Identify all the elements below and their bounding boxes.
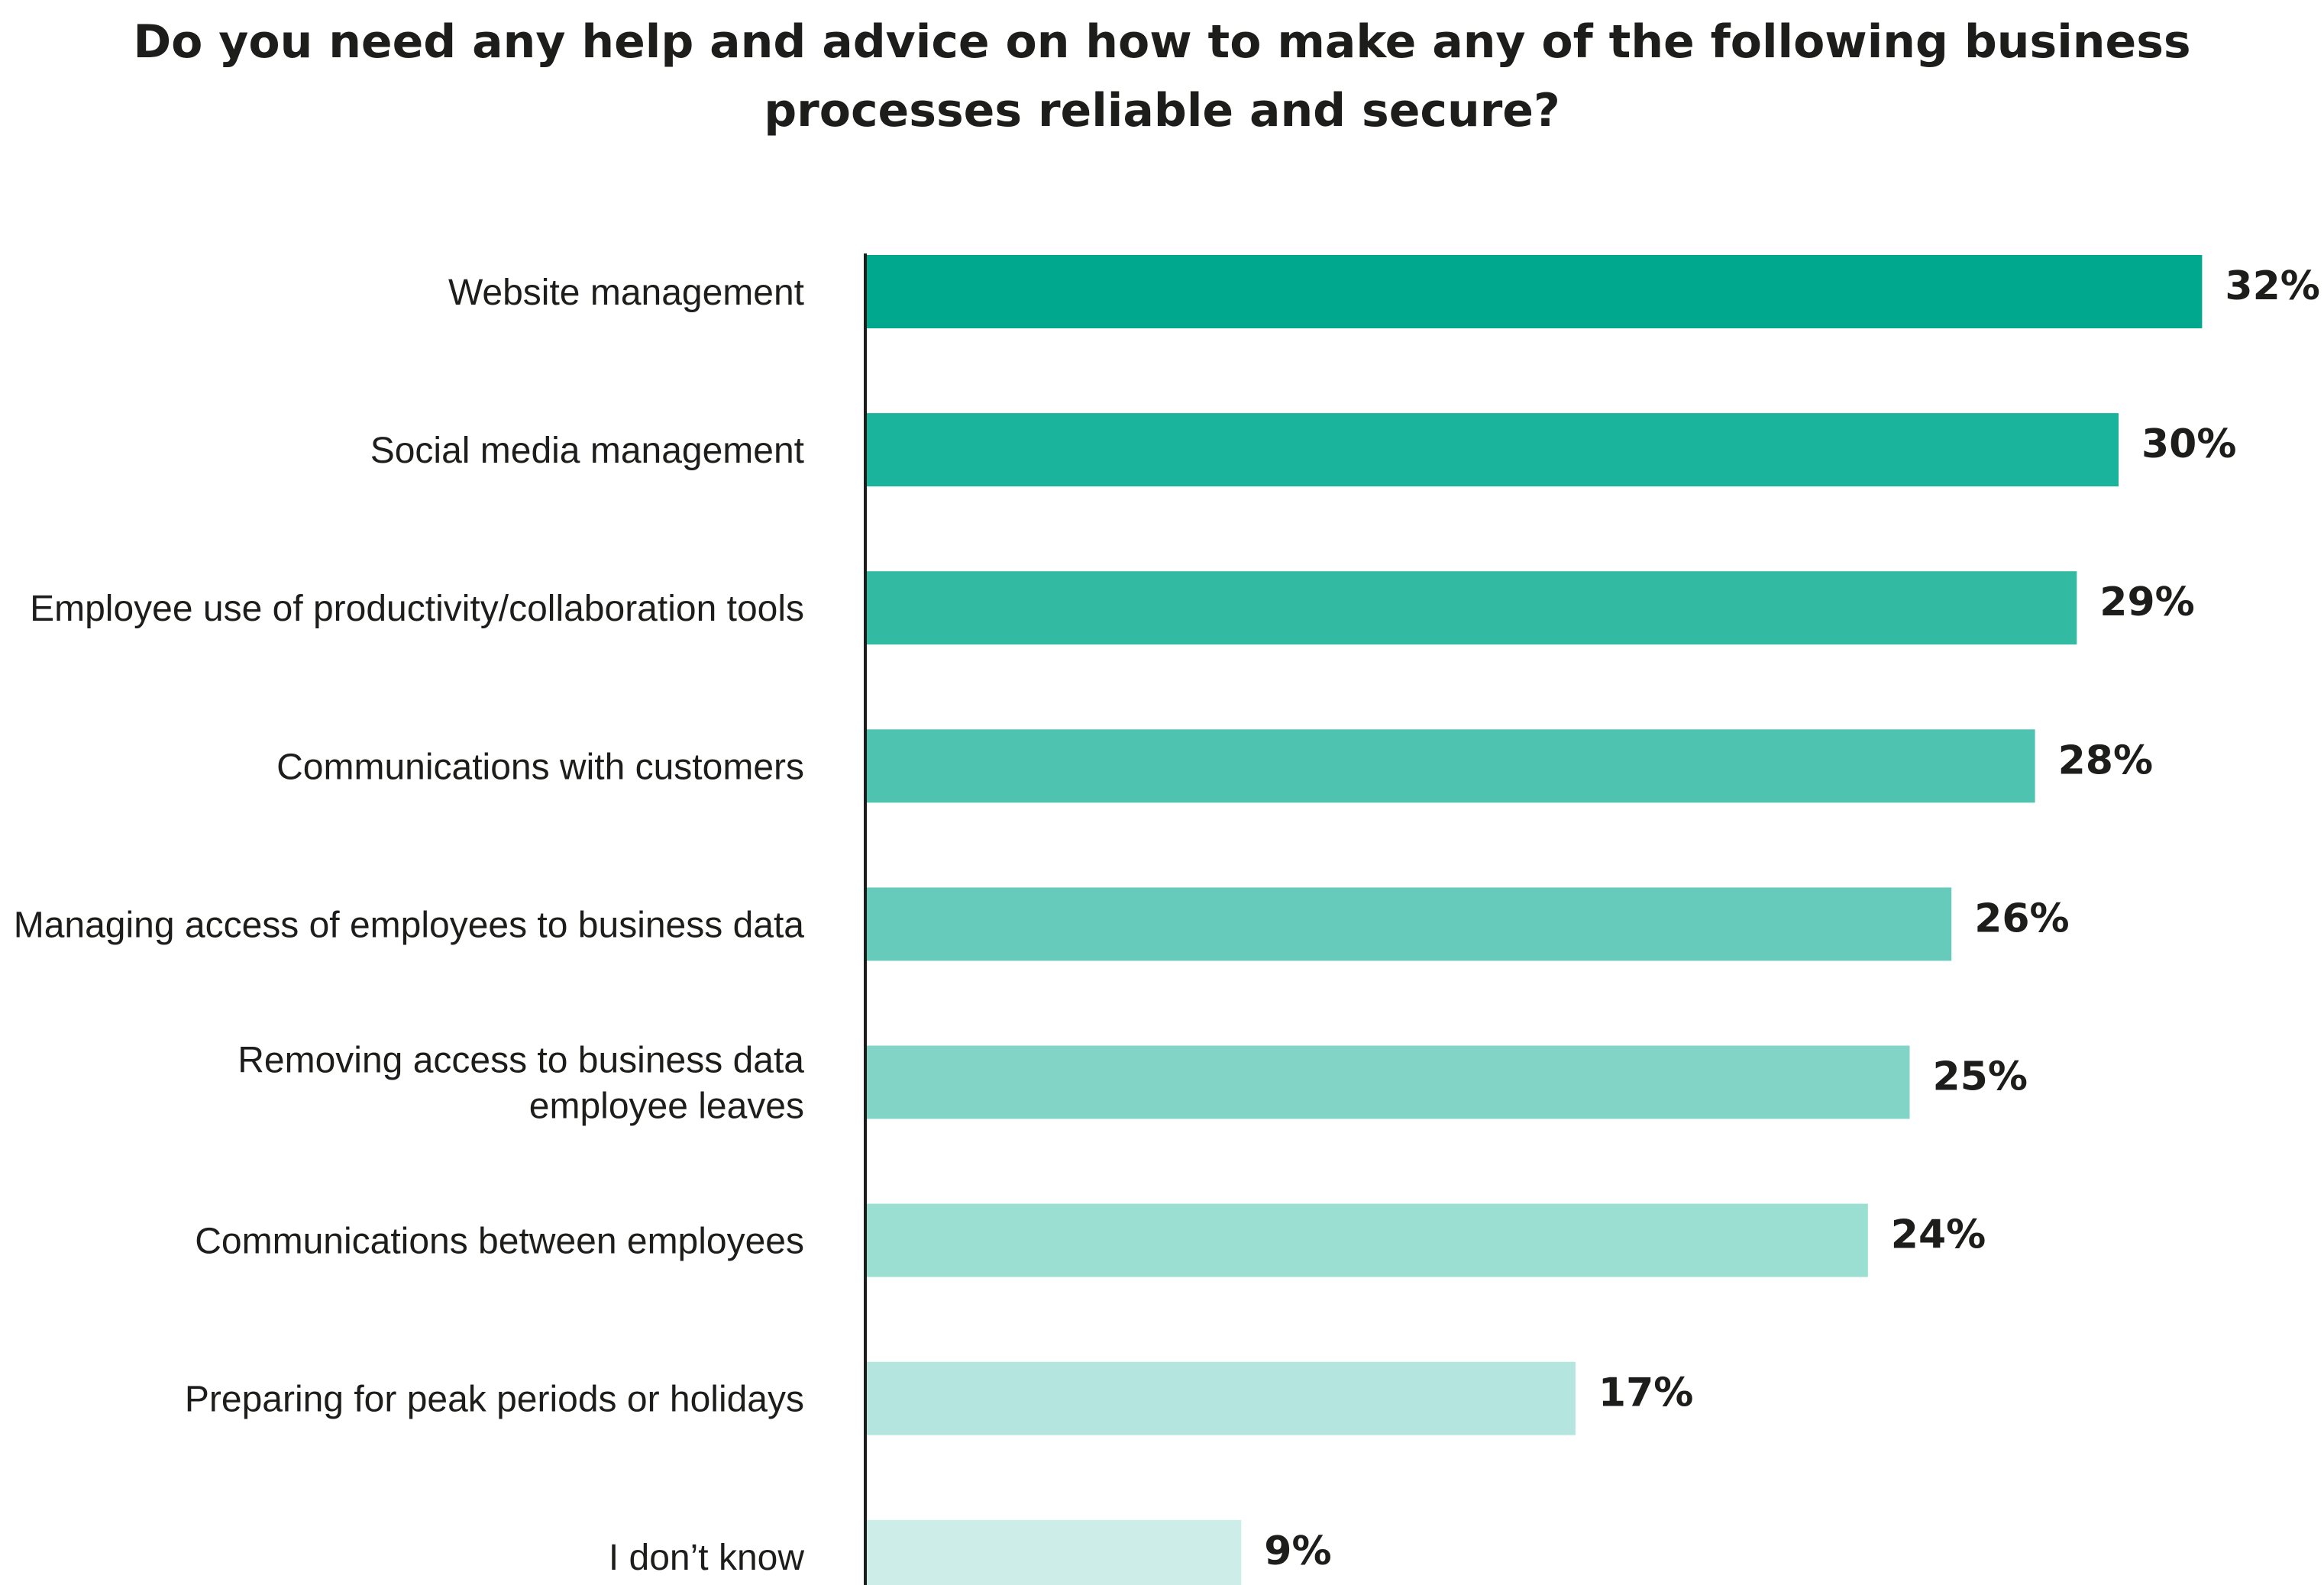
category-label-line: Removing access to business data	[238, 1041, 804, 1081]
bar	[865, 729, 2035, 803]
category-label-line: employee leaves	[529, 1086, 804, 1127]
category-label: Communications with customers	[276, 747, 804, 787]
category-label: Employee use of productivity/collaborati…	[30, 589, 804, 629]
value-labels-layer: 32% 30% 29% 28% 26% 25% 24% 17% 9%	[1264, 263, 2320, 1574]
bar	[865, 571, 2077, 645]
chart-title-line-2: processes reliable and secure?	[764, 84, 1560, 137]
category-label: Managing access of employees to business…	[14, 905, 805, 945]
category-label-line: Communications with customers	[276, 747, 804, 787]
bar	[865, 255, 2203, 328]
category-label: Website management	[448, 273, 804, 313]
category-label: Communications between employees	[195, 1222, 804, 1262]
value-label: 29%	[2099, 579, 2194, 625]
bar	[865, 1045, 1910, 1119]
category-label-line: I don’t know	[609, 1538, 804, 1578]
value-label: 26%	[1974, 896, 2069, 941]
category-label-line: Preparing for peak periods or holidays	[185, 1380, 804, 1420]
category-labels-layer: Website management Social media managemen…	[14, 273, 805, 1578]
bar	[865, 887, 1952, 961]
category-label: I don’t know	[609, 1538, 804, 1578]
value-label: 28%	[2058, 738, 2153, 783]
value-label: 30%	[2141, 421, 2236, 467]
bar	[865, 1203, 1868, 1277]
value-label: 24%	[1891, 1212, 1986, 1258]
bar	[865, 413, 2119, 487]
value-label: 32%	[2225, 263, 2319, 309]
value-label: 9%	[1264, 1529, 1331, 1574]
bars-layer	[865, 255, 2203, 1585]
chart-title-line-1: Do you need any help and advice on how t…	[133, 15, 2191, 69]
category-label-line: Website management	[448, 273, 804, 313]
category-label-line: Communications between employees	[195, 1222, 804, 1262]
bar	[865, 1361, 1576, 1435]
category-label: Removing access to business data employee…	[238, 1041, 804, 1127]
value-label: 25%	[1933, 1054, 2028, 1100]
chart-title: Do you need any help and advice on how t…	[0, 8, 2324, 145]
category-label: Preparing for peak periods or holidays	[185, 1380, 804, 1420]
category-label-line: Managing access of employees to business…	[14, 905, 805, 945]
category-label-line: Social media management	[370, 431, 804, 471]
category-label: Social media management	[370, 431, 804, 471]
value-label: 17%	[1598, 1370, 1693, 1416]
category-label-line: Employee use of productivity/collaborati…	[30, 589, 804, 629]
bar	[865, 1519, 1242, 1585]
